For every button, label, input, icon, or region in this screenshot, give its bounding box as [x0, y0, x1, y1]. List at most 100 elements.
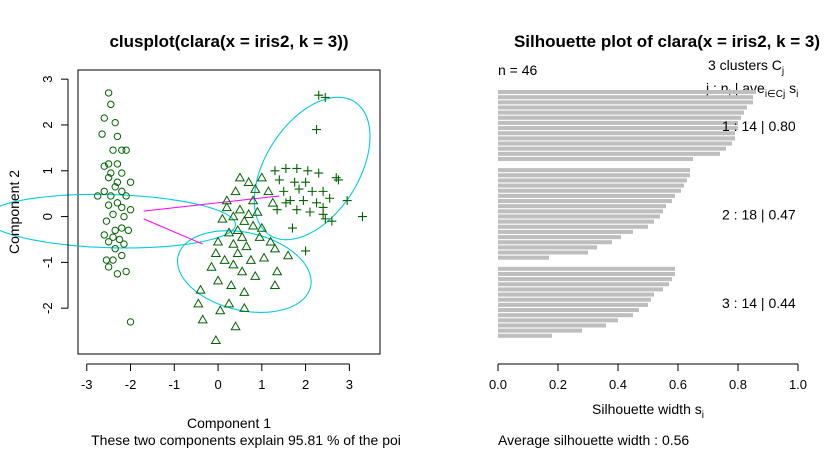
clusplot-title: clusplot(clara(x = iris2, k = 3)) [109, 32, 348, 51]
point-triangle [258, 252, 270, 262]
silhouette-bar [498, 308, 639, 313]
silhouette-bar [498, 292, 654, 297]
point-circle [109, 233, 117, 241]
point-circle [107, 100, 115, 109]
y-tick-label: -1 [40, 257, 55, 269]
point-plus [281, 198, 291, 208]
x-tick-label: -3 [81, 377, 93, 392]
point-circle [113, 160, 122, 168]
silhouette-bar [498, 146, 726, 151]
point-circle [118, 224, 126, 232]
silhouette-bar [498, 282, 669, 287]
point-circle [113, 270, 122, 278]
point-circle [98, 130, 106, 138]
silhouette-bar [498, 120, 738, 125]
point-circle [118, 146, 126, 154]
point-circle [118, 169, 126, 177]
point-circle [109, 256, 117, 264]
point-circle [111, 183, 119, 191]
point-triangle [250, 183, 261, 193]
silhouette-bar [498, 209, 663, 214]
silhouette-bar [498, 229, 633, 234]
silhouette-bar [498, 271, 675, 276]
silhouette-bar [498, 131, 735, 136]
cluster-link-2 [143, 218, 203, 245]
silhouette-n: n = 46 [498, 62, 538, 78]
silhouette-bar [498, 250, 588, 255]
point-triangle [212, 236, 224, 246]
point-circle [104, 201, 113, 209]
silhouette-bar [498, 90, 756, 95]
cluster-links [143, 195, 280, 245]
silhouette-bar [498, 245, 597, 250]
silhouette-bar [498, 224, 648, 229]
point-triangle [234, 204, 246, 214]
point-triangle [228, 211, 239, 221]
silhouette-x-axis: 0.0 0.2 0.4 0.6 0.8 1.0 [489, 363, 807, 392]
y-tick-label: 1 [40, 167, 55, 174]
point-plus [314, 90, 324, 100]
point-triangle [239, 215, 250, 225]
point-circle [120, 212, 128, 221]
point-circle [113, 199, 122, 207]
point-circle [126, 206, 135, 214]
point-plus [325, 193, 335, 203]
point-plus [285, 196, 295, 206]
point-circle [111, 244, 119, 253]
point-circle [115, 235, 124, 244]
point-circle [104, 238, 113, 246]
silhouette-bar [498, 156, 693, 161]
point-triangle [247, 195, 259, 205]
silhouette-bar [498, 110, 744, 115]
point-triangle [256, 172, 267, 182]
silhouette-bar [498, 235, 621, 240]
point-circle [118, 203, 126, 212]
silhouette-bar [498, 318, 618, 323]
silhouette-bars [498, 90, 756, 338]
point-circle [100, 187, 108, 196]
point-plus [312, 198, 322, 208]
point-triangle [197, 314, 208, 324]
silhouette-tick-label: 0.6 [669, 377, 687, 392]
point-plus [298, 196, 308, 206]
point-circle [104, 263, 113, 271]
point-triangle [239, 302, 250, 312]
y-tick-label: -2 [40, 302, 55, 314]
silhouette-bar [498, 151, 720, 156]
point-plus [279, 186, 289, 196]
point-plus [274, 175, 284, 185]
point-triangle [193, 298, 204, 308]
point-circle [102, 256, 111, 264]
point-plus [357, 212, 367, 222]
point-triangle [241, 241, 252, 251]
point-circle [104, 160, 113, 168]
point-plus [327, 216, 337, 226]
point-plus [318, 202, 328, 212]
clusplot-panel: clusplot(clara(x = iris2, k = 3)) -3 -2 -1… [0, 32, 401, 448]
silhouette-tick-label: 0.2 [549, 377, 567, 392]
silhouette-tick-label: 0.0 [489, 377, 507, 392]
silhouette-bar [498, 240, 612, 245]
silhouette-bar [498, 219, 654, 224]
point-triangle [223, 227, 235, 237]
silhouette-bar [498, 126, 738, 131]
point-circle [109, 210, 117, 218]
point-plus [333, 175, 343, 185]
point-plus [301, 177, 311, 187]
point-triangle [245, 254, 257, 264]
point-plus [287, 223, 297, 233]
x-tick-label: 0 [214, 377, 221, 392]
point-triangle [243, 208, 254, 219]
point-triangle [254, 231, 265, 241]
silhouette-x-label: Silhouette width si [592, 401, 704, 421]
point-triangle [212, 275, 224, 285]
silhouette-bar [498, 173, 690, 178]
point-triangle [230, 186, 241, 196]
point-plus [292, 163, 302, 173]
point-triangle [221, 202, 232, 212]
point-triangle [269, 243, 281, 253]
clusplot-y-axis: -2 -1 0 1 2 3 [40, 76, 69, 314]
silhouette-bar [498, 297, 651, 302]
point-triangle [210, 334, 222, 344]
